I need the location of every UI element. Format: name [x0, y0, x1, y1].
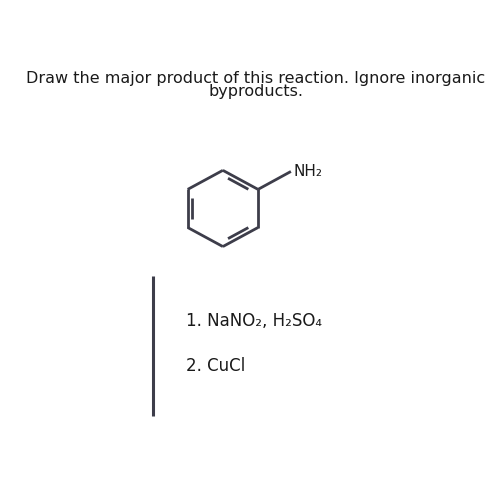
Text: byproducts.: byproducts.: [208, 84, 303, 99]
Text: 1. NaNO₂, H₂SO₄: 1. NaNO₂, H₂SO₄: [186, 312, 322, 330]
Text: NH₂: NH₂: [294, 164, 323, 179]
Text: Draw the major product of this reaction. Ignore inorganic: Draw the major product of this reaction.…: [26, 71, 486, 86]
Text: 2. CuCl: 2. CuCl: [186, 357, 246, 375]
